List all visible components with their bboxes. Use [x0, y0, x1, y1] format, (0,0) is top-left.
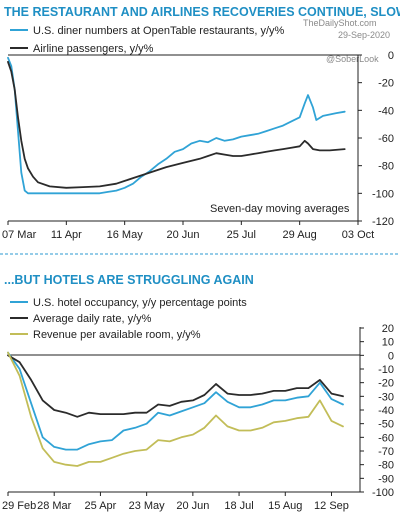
bottom-y-ticks: 20 100 -10 -20-30 -40 -50-60 -70 -80-90 -100: [360, 323, 394, 499]
bottom-x-ticks: 29 Feb 28 Mar 25 Apr 23 May 20 Jun 18 Jul 15 A…: [2, 492, 349, 512]
watermark-date: 29-Sep-2020: [338, 30, 390, 40]
bottom-y-tick-label: -30: [378, 391, 394, 403]
bottom-chart-title: ...BUT HOTELS ARE STRUGGLING AGAIN: [4, 273, 254, 287]
bottom-series-line-0: [7, 351, 344, 451]
top-x-tick-label: 07 Mar: [2, 229, 37, 241]
bottom-y-tick-label: 20: [382, 323, 394, 335]
top-series-line-1: [7, 61, 346, 189]
bottom-x-tick-label: 25 Apr: [85, 500, 117, 512]
top-x-tick-label: 29 Aug: [283, 229, 317, 241]
bottom-y-tick-label: 0: [388, 350, 394, 362]
top-y-tick-label: -60: [378, 133, 394, 145]
top-x-tick-label: 25 Jul: [227, 229, 256, 241]
top-x-tick-label: 03 Oct: [342, 229, 374, 241]
top-x-tick-label: 20 Jun: [166, 229, 199, 241]
bottom-y-tick-label: -70: [378, 446, 394, 458]
top-panel: THE RESTAURANT AND AIRLINES RECOVERIES C…: [2, 5, 400, 241]
top-chart-note: Seven-day moving averages: [210, 203, 350, 215]
top-x-tick-label: 11 Apr: [51, 229, 82, 241]
bottom-y-tick-label: -20: [378, 378, 394, 390]
bottom-y-tick-label: -90: [378, 473, 394, 485]
bottom-legend-label-adr: Average daily rate, y/y%: [33, 313, 152, 325]
top-chart-title: THE RESTAURANT AND AIRLINES RECOVERIES C…: [4, 5, 400, 19]
bottom-panel: ...BUT HOTELS ARE STRUGGLING AGAIN U.S. …: [2, 273, 394, 512]
bottom-y-tick-label: 10: [382, 337, 394, 349]
bottom-x-tick-label: 29 Feb: [2, 500, 36, 512]
top-x-tick-label: 16 May: [107, 229, 144, 241]
top-legend-label-airline: Airline passengers, y/y%: [33, 43, 154, 55]
bottom-legend-label-occupancy: U.S. hotel occupancy, y/y percentage poi…: [33, 297, 247, 309]
bottom-x-tick-label: 18 Jul: [224, 500, 253, 512]
bottom-x-tick-label: 15 Aug: [268, 500, 302, 512]
bottom-series-line-1: [7, 354, 344, 418]
top-y-tick-label: -120: [372, 216, 394, 228]
top-series-group: [7, 56, 346, 195]
bottom-y-tick-label: -100: [372, 487, 394, 499]
top-legend-label-diners: U.S. diner numbers at OpenTable restaura…: [33, 25, 285, 37]
bottom-x-tick-label: 12 Sep: [314, 500, 349, 512]
bottom-x-tick-label: 20 Jun: [176, 500, 209, 512]
top-legend: U.S. diner numbers at OpenTable restaura…: [10, 25, 285, 55]
top-series-line-0: [7, 56, 346, 195]
bottom-series-group: [7, 351, 344, 467]
bottom-y-tick-label: -40: [378, 405, 394, 417]
bottom-y-tick-label: -80: [378, 460, 394, 472]
bottom-x-tick-label: 23 May: [129, 500, 166, 512]
bottom-y-tick-label: -60: [378, 432, 394, 444]
top-y-tick-label: -80: [378, 161, 394, 173]
watermark-handle: @SoberLook: [326, 54, 379, 64]
bottom-legend: U.S. hotel occupancy, y/y percentage poi…: [10, 297, 247, 341]
watermark-site: TheDailyShot.com: [303, 18, 377, 28]
top-y-tick-label: 0: [388, 50, 394, 62]
top-y-tick-label: -40: [378, 105, 394, 117]
bottom-series-line-2: [7, 351, 344, 467]
top-x-ticks: 07 Mar 11 Apr 16 May 20 Jun 25 Jul 29 Aug 03 O…: [2, 221, 374, 241]
top-y-tick-label: -100: [372, 188, 394, 200]
bottom-legend-label-revpar: Revenue per available room, y/y%: [33, 329, 201, 341]
top-y-tick-label: -20: [378, 78, 394, 90]
top-y-ticks: 0 -20 -40 -60 -80 -100 -120: [358, 50, 394, 228]
bottom-x-tick-label: 28 Mar: [37, 500, 72, 512]
bottom-y-tick-label: -50: [378, 419, 394, 431]
bottom-y-tick-label: -10: [378, 364, 394, 376]
